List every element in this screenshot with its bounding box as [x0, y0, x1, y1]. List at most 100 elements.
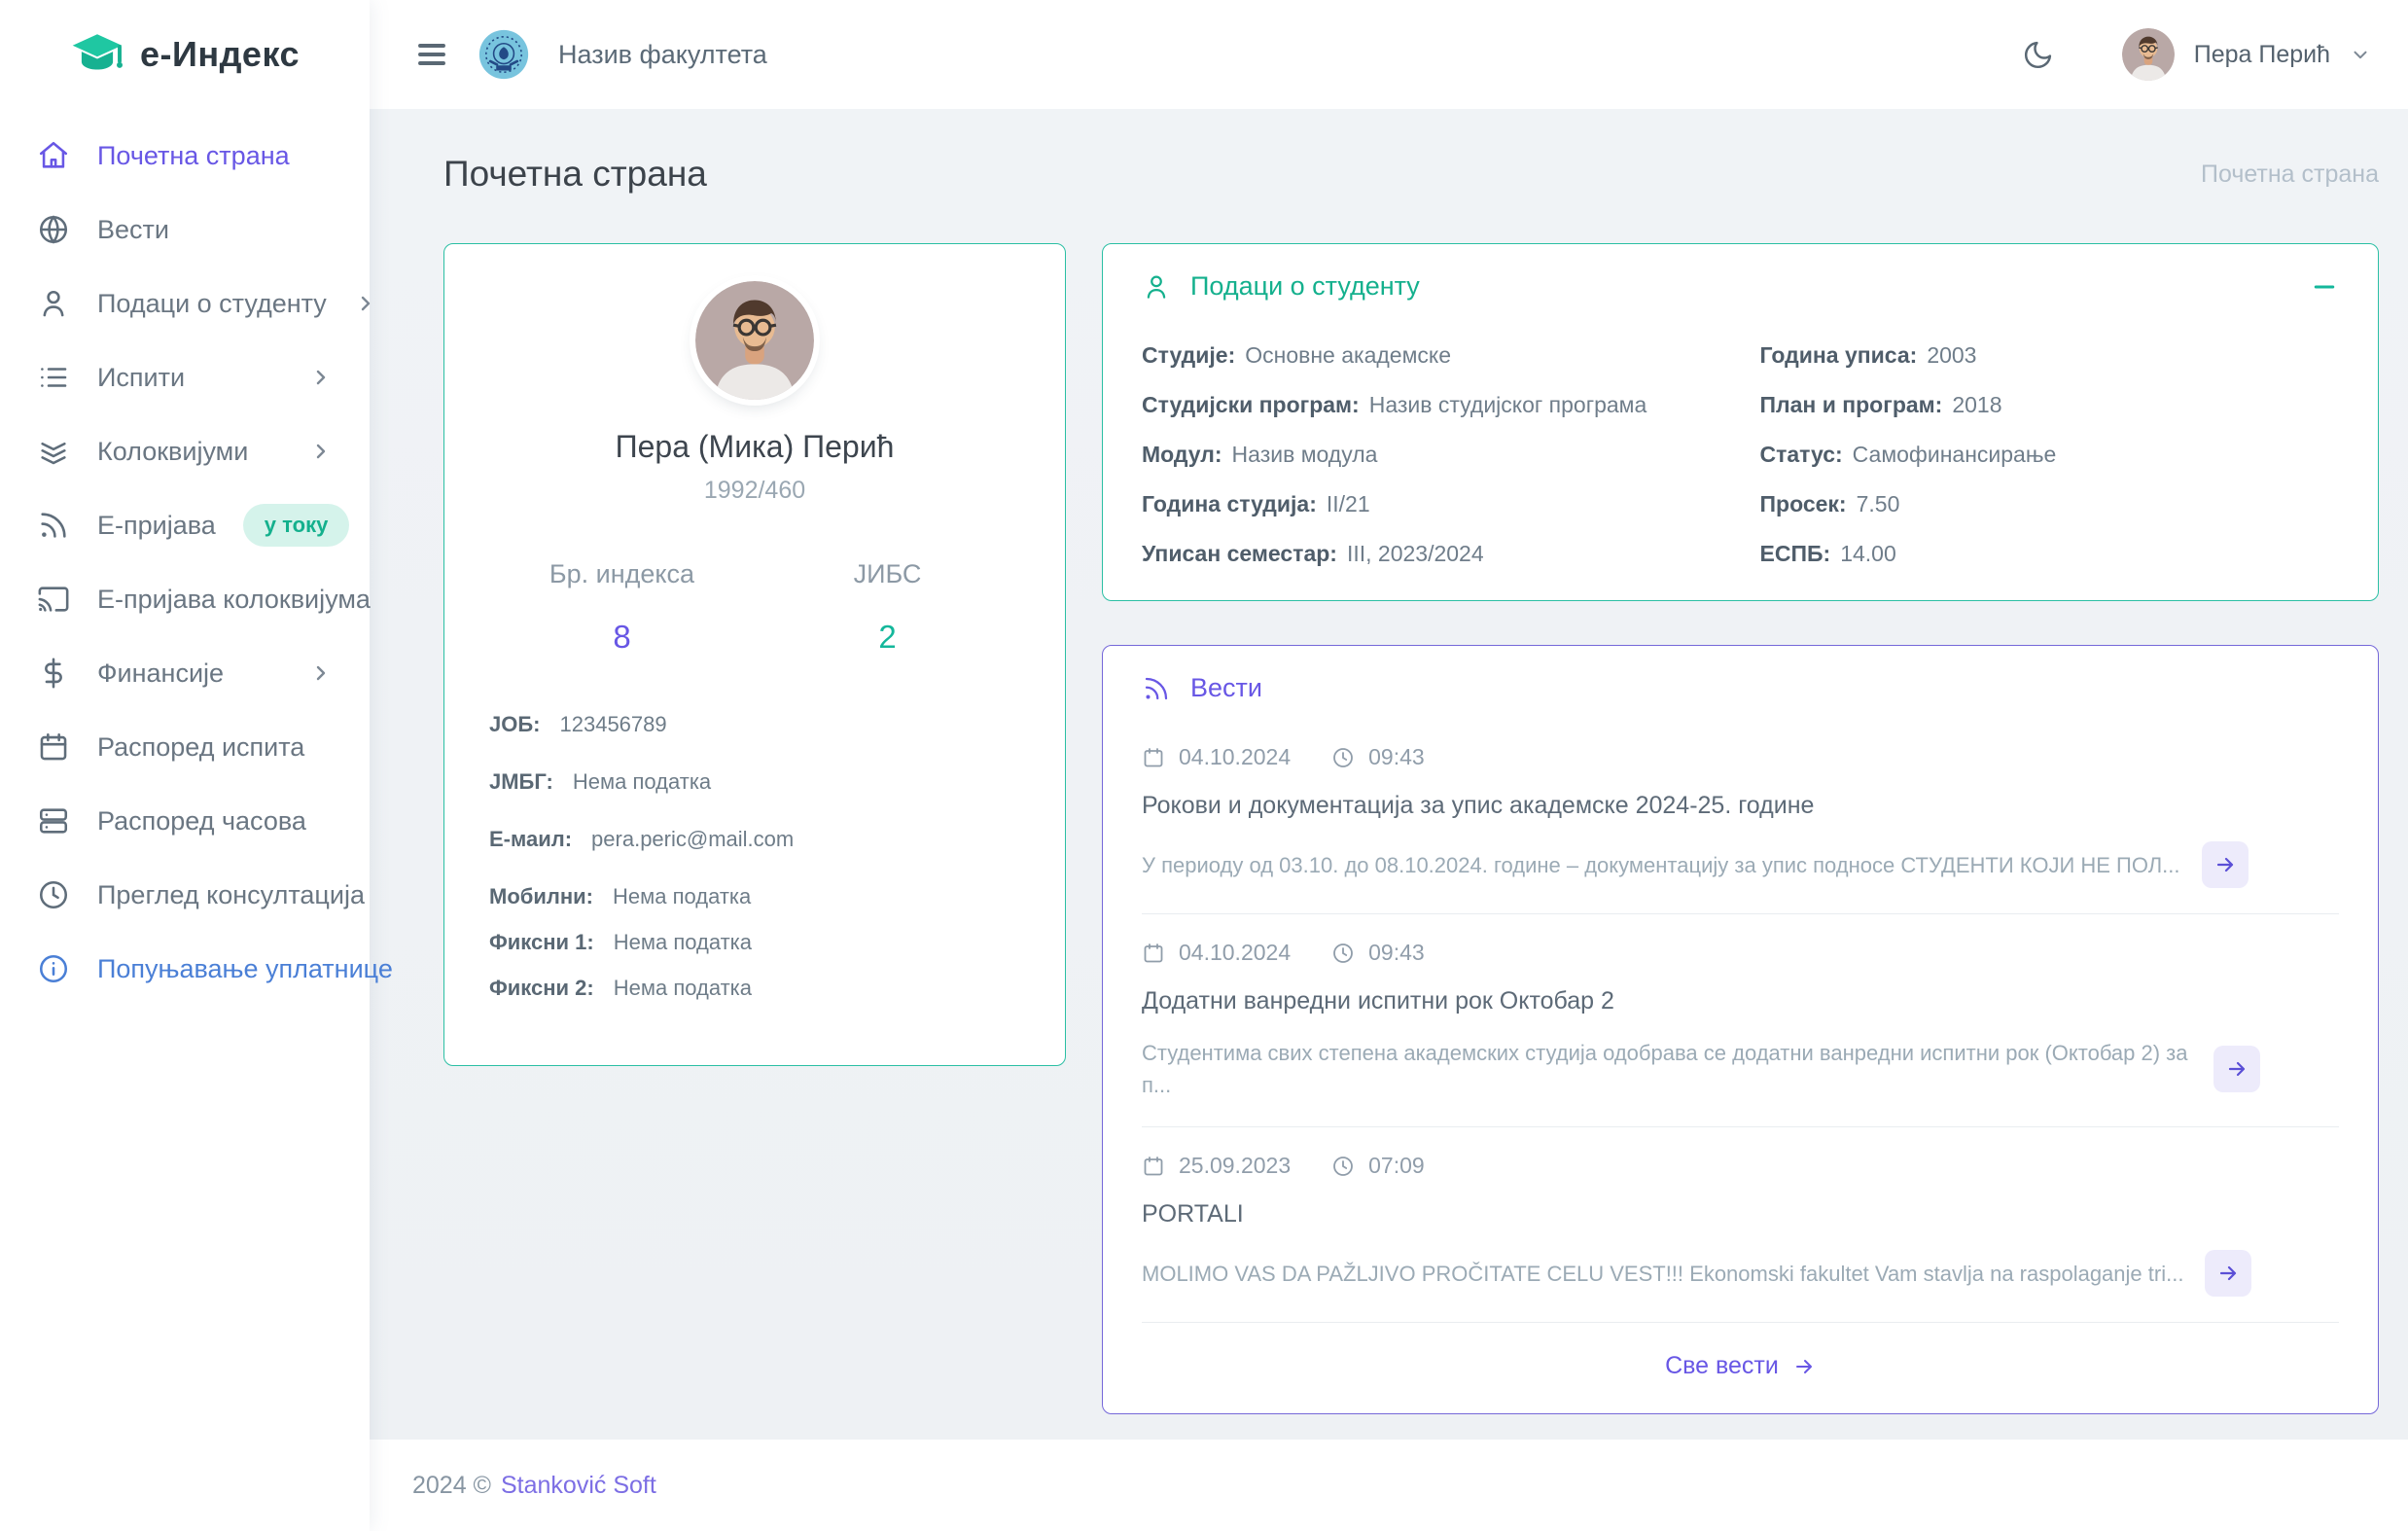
user-menu[interactable]: Пера Перић: [2122, 28, 2371, 81]
clock-icon: [1331, 942, 1355, 965]
hamburger-menu-icon[interactable]: [414, 37, 449, 72]
clock-icon: [1331, 1155, 1355, 1178]
news-title[interactable]: Додатни ванредни испитни рок Октобар 2: [1142, 987, 1614, 1015]
sidebar-item-class-schedule[interactable]: Распоред часова: [0, 784, 370, 858]
sidebar-item-exams[interactable]: Испити: [0, 340, 370, 414]
contact-row-job: ЈОБ: 123456789: [489, 712, 667, 736]
sidebar-item-consultations[interactable]: Преглед консултација: [0, 858, 370, 932]
cast-icon: [37, 583, 70, 616]
globe-icon: [37, 213, 70, 246]
rss-icon: [37, 509, 70, 542]
calendar-icon: [37, 730, 70, 764]
sidebar-item-payment-slip[interactable]: Попуњавање уплатнице: [0, 932, 393, 1006]
chevron-down-icon: [2350, 44, 2371, 65]
stat-index-value: 8: [613, 619, 631, 655]
chevron-right-icon: [309, 440, 333, 463]
open-news-arrow-button[interactable]: [2213, 1046, 2260, 1092]
student-info-panel: Подаци о студенту Студије: Основне академ…: [1102, 243, 2379, 601]
student-name: Пера (Мика) Перић: [615, 429, 895, 464]
student-avatar: [695, 281, 814, 400]
info-field: Модул: Назив модула: [1142, 442, 1378, 467]
list-icon: [37, 361, 70, 394]
contact-row-email: Е-маил: pera.peric@mail.com: [489, 827, 795, 851]
contact-row-landline-1: Фиксни 1: Нема податка: [489, 930, 753, 954]
open-news-arrow-button[interactable]: [2201, 841, 2249, 888]
sidebar-item-finances[interactable]: Финансије: [0, 636, 370, 710]
dollar-icon: [37, 657, 70, 690]
sidebar-item-student-data[interactable]: Подаци о студенту: [0, 267, 370, 340]
collapse-panel-minus-icon[interactable]: [2310, 272, 2339, 302]
arrow-right-icon: [1792, 1355, 1816, 1378]
stat-jibs: ЈИБС 2: [755, 559, 1020, 656]
calendar-icon: [1142, 942, 1165, 965]
sidebar: е-Индекс Почетна страна Вести Подаци о с…: [0, 0, 393, 1531]
stat-index: Бр. индекса 8: [489, 559, 755, 656]
copyright-text: 2024 ©: [412, 1471, 491, 1499]
info-field: Студијски програм: Назив студијског прогр…: [1142, 392, 1647, 417]
info-field: План и програм: 2018: [1759, 392, 2002, 417]
graduation-cap-icon: [70, 32, 124, 77]
calendar-icon: [1142, 1155, 1165, 1178]
user-name: Пера Перић: [2193, 40, 2330, 68]
info-field: Статус: Самофинансирање: [1759, 442, 2057, 467]
sidebar-item-e-application-colloquia[interactable]: Е-пријава колоквијума: [0, 562, 371, 636]
chevron-right-icon: [309, 661, 333, 685]
info-field: Уписан семестар: III, 2023/2024: [1142, 541, 1484, 566]
all-news-link[interactable]: Све вести: [1142, 1323, 2339, 1380]
news-item: 25.09.2023 07:09 PORTALI MOLIMO VAS DA P…: [1142, 1127, 2339, 1323]
student-index-number: 1992/460: [703, 477, 806, 504]
news-time: 09:43: [1368, 744, 1425, 769]
clock-icon: [1331, 746, 1355, 769]
news-title[interactable]: PORTALI: [1142, 1200, 1244, 1228]
news-panel: Вести 04.10.2024 09:43: [1102, 645, 2379, 1414]
news-time: 07:09: [1368, 1153, 1425, 1178]
calendar-icon: [1142, 746, 1165, 769]
top-header: Назив факултета Пера Перић: [370, 0, 2408, 109]
news-item: 04.10.2024 09:43 Рокови и документација …: [1142, 703, 2339, 914]
status-badge: у току: [242, 504, 350, 547]
rows-icon: [37, 804, 70, 837]
news-item: 04.10.2024 09:43 Додатни ванредни испитн…: [1142, 914, 2339, 1127]
stat-jibs-value: 2: [878, 619, 897, 655]
sidebar-item-exam-schedule[interactable]: Распоред испита: [0, 710, 370, 784]
info-field: Година студија: II/21: [1142, 491, 1370, 516]
layers-icon: [37, 435, 70, 468]
app-logo[interactable]: е-Индекс: [0, 19, 370, 89]
page-title: Почетна страна: [443, 154, 707, 194]
breadcrumb[interactable]: Почетна страна: [2201, 160, 2379, 188]
open-news-arrow-button[interactable]: [2205, 1250, 2252, 1297]
app-name: е-Индекс: [139, 34, 301, 74]
user-icon: [1142, 272, 1171, 302]
news-time: 09:43: [1368, 940, 1425, 965]
info-field: Година уписа: 2003: [1759, 342, 1977, 368]
sidebar-item-colloquia[interactable]: Колоквијуми: [0, 414, 370, 488]
contact-row-landline-2: Фиксни 2: Нема податка: [489, 976, 753, 1000]
panel-title: Подаци о студенту: [1190, 271, 1420, 301]
faculty-name: Назив факултета: [558, 39, 767, 69]
chevron-right-icon: [354, 292, 377, 315]
main-content: Почетна страна Почетна страна Пера (Мика…: [370, 109, 2408, 1440]
page-footer: 2024 © Stanković Soft: [370, 1440, 2408, 1531]
dark-mode-toggle-moon-icon[interactable]: [2022, 39, 2054, 71]
sidebar-item-e-application[interactable]: Е-пријава у току: [0, 488, 370, 562]
news-snippet: MOLIMO VAS DA PAŽLJIVO PROČITATE CELU VE…: [1142, 1261, 2184, 1286]
contact-row-mobile: Мобилни: Нема податка: [489, 884, 752, 908]
news-snippet: У периоду од 03.10. до 08.10.2024. годин…: [1142, 852, 2180, 877]
vendor-link[interactable]: Stanković Soft: [500, 1471, 656, 1499]
faculty-logo: [478, 29, 529, 80]
info-field: ЕСПБ: 14.00: [1759, 541, 1896, 566]
rss-icon: [1142, 674, 1171, 703]
news-date: 04.10.2024: [1179, 744, 1292, 769]
news-snippet: Студентима свих степена академских студи…: [1142, 1041, 2188, 1097]
news-date: 04.10.2024: [1179, 940, 1292, 965]
panel-title: Вести: [1190, 673, 1262, 702]
sidebar-item-home[interactable]: Почетна страна: [0, 119, 370, 193]
info-field: Просек: 7.50: [1759, 491, 1900, 516]
avatar: [2122, 28, 2175, 81]
contact-row-jmbg: ЈМБГ: Нема податка: [489, 769, 712, 794]
home-icon: [37, 139, 70, 172]
news-title[interactable]: Рокови и документација за упис академске…: [1142, 792, 1815, 819]
chevron-right-icon: [309, 366, 333, 389]
news-date: 25.09.2023: [1179, 1153, 1292, 1178]
sidebar-item-news[interactable]: Вести: [0, 193, 370, 267]
